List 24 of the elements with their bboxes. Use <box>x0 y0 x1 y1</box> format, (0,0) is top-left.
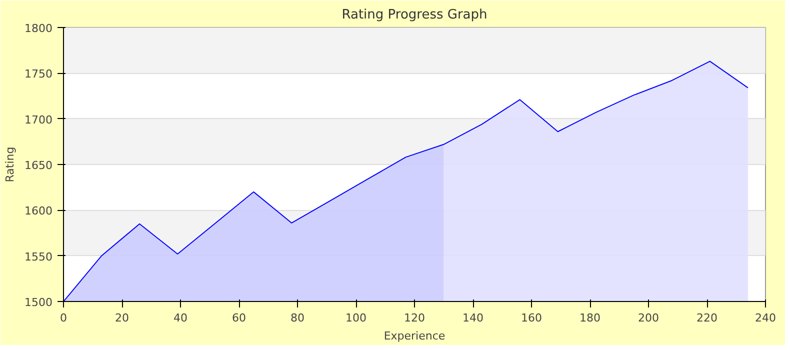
y-tick-label: 1500 <box>24 296 53 309</box>
y-axis-title: Rating <box>4 146 17 182</box>
x-tick-label: 240 <box>755 312 776 324</box>
x-tick-label: 120 <box>404 312 425 324</box>
x-tick-label: 40 <box>174 312 188 324</box>
x-tick-label: 200 <box>638 312 659 324</box>
x-tick-label: 180 <box>580 312 600 324</box>
x-tick-label: 220 <box>696 312 718 324</box>
y-tick-label: 1800 <box>24 22 53 35</box>
y-tick-label: 1750 <box>24 68 53 81</box>
x-tick-label: 20 <box>115 312 129 324</box>
x-tick-label: 160 <box>521 312 542 324</box>
y-tick-label: 1650 <box>24 159 53 172</box>
x-tick-label: 80 <box>290 312 304 324</box>
chart-title: Rating Progress Graph <box>342 8 488 22</box>
y-tick-label: 1550 <box>24 250 53 264</box>
x-tick-label: 100 <box>346 312 366 324</box>
x-axis-title: Experience <box>384 330 446 342</box>
line-series <box>64 60 748 302</box>
x-tick-label: 0 <box>60 312 67 324</box>
x-tick-label: 60 <box>232 312 246 324</box>
y-tick-label: 1700 <box>24 113 53 126</box>
y-tick-label: 1600 <box>24 204 53 218</box>
x-tick-label: 140 <box>462 312 484 324</box>
